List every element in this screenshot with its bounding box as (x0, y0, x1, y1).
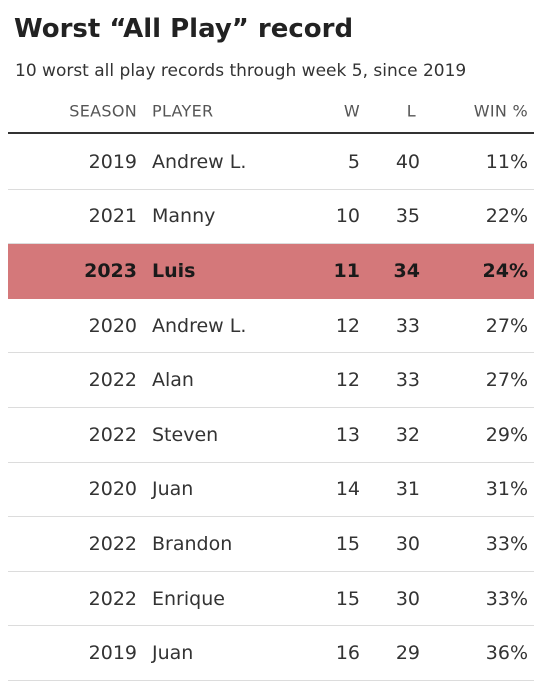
cell-w: 11 (333, 259, 360, 282)
cell-season: 2019 (88, 642, 137, 665)
cell-player: Alan (152, 369, 194, 392)
cell-l: 33 (395, 369, 420, 392)
cell-l: 32 (395, 423, 420, 446)
header-w: W (343, 101, 360, 121)
header-l: L (406, 101, 416, 121)
cell-win-pct: 27% (485, 314, 528, 337)
cell-w: 15 (335, 532, 360, 555)
cell-w: 13 (335, 423, 360, 446)
cell-l: 35 (395, 205, 420, 228)
header-rule (8, 132, 534, 134)
cell-win-pct: 29% (485, 423, 528, 446)
cell-l: 29 (395, 642, 420, 665)
table-row: 2019 Andrew L. 5 40 11% (8, 135, 534, 190)
table-row-highlighted: 2023 Luis 11 34 24% (8, 244, 534, 299)
chart-subtitle: 10 worst all play records through week 5… (15, 61, 467, 81)
cell-season: 2022 (88, 369, 137, 392)
cell-l: 33 (395, 314, 420, 337)
cell-player: Luis (152, 259, 196, 282)
cell-win-pct: 22% (485, 205, 528, 228)
table-row: 2021 Manny 10 35 22% (8, 190, 534, 245)
cell-season: 2023 (84, 259, 137, 282)
table-row: 2022 Brandon 15 30 33% (8, 517, 534, 572)
cell-season: 2020 (88, 314, 137, 337)
cell-w: 14 (335, 478, 360, 501)
cell-w: 10 (335, 205, 360, 228)
cell-win-pct: 33% (485, 532, 528, 555)
chart-title: Worst “All Play” record (14, 14, 354, 44)
cell-win-pct: 11% (485, 150, 528, 173)
cell-win-pct: 31% (485, 478, 528, 501)
cell-player: Juan (152, 642, 194, 665)
cell-player: Brandon (152, 532, 233, 555)
table-row: 2022 Steven 13 32 29% (8, 408, 534, 463)
table-body: 2019 Andrew L. 5 40 11% 2021 Manny 10 35 22% 2023 L… (8, 135, 534, 681)
cell-season: 2022 (88, 532, 137, 555)
table-row: 2022 Enrique 15 30 33% (8, 572, 534, 627)
cell-win-pct: 24% (482, 259, 528, 282)
cell-season: 2021 (88, 205, 137, 228)
table-header: SEASON PLAYER W L WIN % (8, 98, 534, 124)
cell-l: 30 (395, 532, 420, 555)
cell-w: 15 (335, 587, 360, 610)
cell-win-pct: 36% (485, 642, 528, 665)
cell-season: 2022 (88, 587, 137, 610)
cell-w: 12 (335, 314, 360, 337)
cell-w: 5 (347, 150, 360, 173)
cell-win-pct: 33% (485, 587, 528, 610)
cell-l: 31 (395, 478, 420, 501)
cell-player: Enrique (152, 587, 225, 610)
cell-player: Manny (152, 205, 216, 228)
table-row: 2020 Juan 14 31 31% (8, 463, 534, 518)
table-row: 2019 Juan 16 29 36% (8, 626, 534, 681)
cell-player: Steven (152, 423, 219, 446)
table-row: 2022 Alan 12 33 27% (8, 353, 534, 408)
cell-l: 40 (395, 150, 420, 173)
cell-win-pct: 27% (485, 369, 528, 392)
header-season: SEASON (69, 101, 137, 121)
header-player: PLAYER (152, 101, 214, 121)
cell-l: 30 (395, 587, 420, 610)
header-win-pct: WIN % (473, 101, 528, 121)
cell-season: 2020 (88, 478, 137, 501)
cell-player: Andrew L. (152, 314, 247, 337)
cell-player: Juan (152, 478, 194, 501)
cell-w: 16 (335, 642, 360, 665)
cell-season: 2019 (88, 150, 137, 173)
cell-l: 34 (393, 259, 420, 282)
table-row: 2020 Andrew L. 12 33 27% (8, 299, 534, 354)
cell-w: 12 (335, 369, 360, 392)
cell-player: Andrew L. (152, 150, 247, 173)
cell-season: 2022 (88, 423, 137, 446)
